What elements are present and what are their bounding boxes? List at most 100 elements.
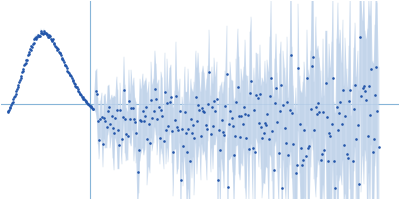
Point [42,32,48,35]
Point [37,34,43,38]
Point [61,63,68,67]
Point [175,129,182,132]
Point [69,78,76,82]
Point [60,58,66,62]
Point [51,43,58,46]
Point [85,103,92,106]
Point [102,120,109,123]
Point [184,150,190,153]
Point [66,72,72,75]
Point [48,40,55,43]
Point [95,119,101,122]
Point [81,97,87,100]
Point [341,143,347,146]
Point [263,123,269,127]
Point [48,37,54,40]
Point [56,50,62,53]
Point [128,106,134,110]
Point [111,131,117,135]
Point [50,41,57,44]
Point [269,129,276,132]
Point [131,118,137,121]
Point [210,125,216,128]
Point [289,111,295,114]
Point [114,128,121,131]
Point [311,129,318,132]
Point [4,111,11,114]
Point [52,44,58,48]
Point [169,130,175,133]
Point [40,32,46,35]
Point [55,47,61,50]
Point [150,109,157,112]
Point [23,58,30,62]
Point [285,154,292,157]
Point [30,42,37,45]
Point [166,100,173,103]
Point [22,62,28,66]
Point [220,131,226,134]
Point [71,81,77,85]
Point [15,84,22,87]
Point [273,86,279,90]
Point [16,80,22,84]
Point [149,116,156,119]
Point [20,69,26,72]
Point [121,88,127,91]
Point [342,114,348,117]
Point [88,106,94,109]
Point [142,114,148,117]
Point [21,63,27,66]
Point [34,35,40,38]
Point [262,121,268,124]
Point [279,186,286,189]
Point [312,105,319,109]
Point [302,154,309,158]
Point [11,96,17,99]
Point [231,153,237,156]
Point [332,186,339,189]
Point [80,96,86,99]
Point [352,84,358,87]
Point [253,94,260,97]
Point [45,35,51,38]
Point [79,95,85,99]
Point [374,109,381,112]
Point [70,80,76,83]
Point [299,164,305,167]
Point [294,164,300,167]
Point [6,107,13,110]
Point [22,61,29,65]
Point [163,129,169,132]
Point [126,99,132,102]
Point [288,53,294,57]
Point [334,105,340,108]
Point [139,109,146,112]
Point [75,89,82,93]
Point [238,115,245,118]
Point [251,108,257,111]
Point [320,110,326,114]
Point [300,158,306,162]
Point [41,31,48,35]
Point [225,185,231,188]
Point [80,97,86,100]
Point [260,131,267,134]
Point [82,99,88,102]
Point [143,106,150,109]
Point [36,34,42,38]
Point [159,114,166,117]
Point [38,29,45,32]
Point [12,92,19,95]
Point [259,136,266,139]
Point [67,74,74,77]
Point [242,112,248,116]
Point [310,55,316,59]
Point [24,53,31,56]
Point [208,106,215,109]
Point [30,43,36,46]
Point [201,111,208,114]
Point [276,109,283,112]
Point [28,44,34,48]
Point [72,83,78,86]
